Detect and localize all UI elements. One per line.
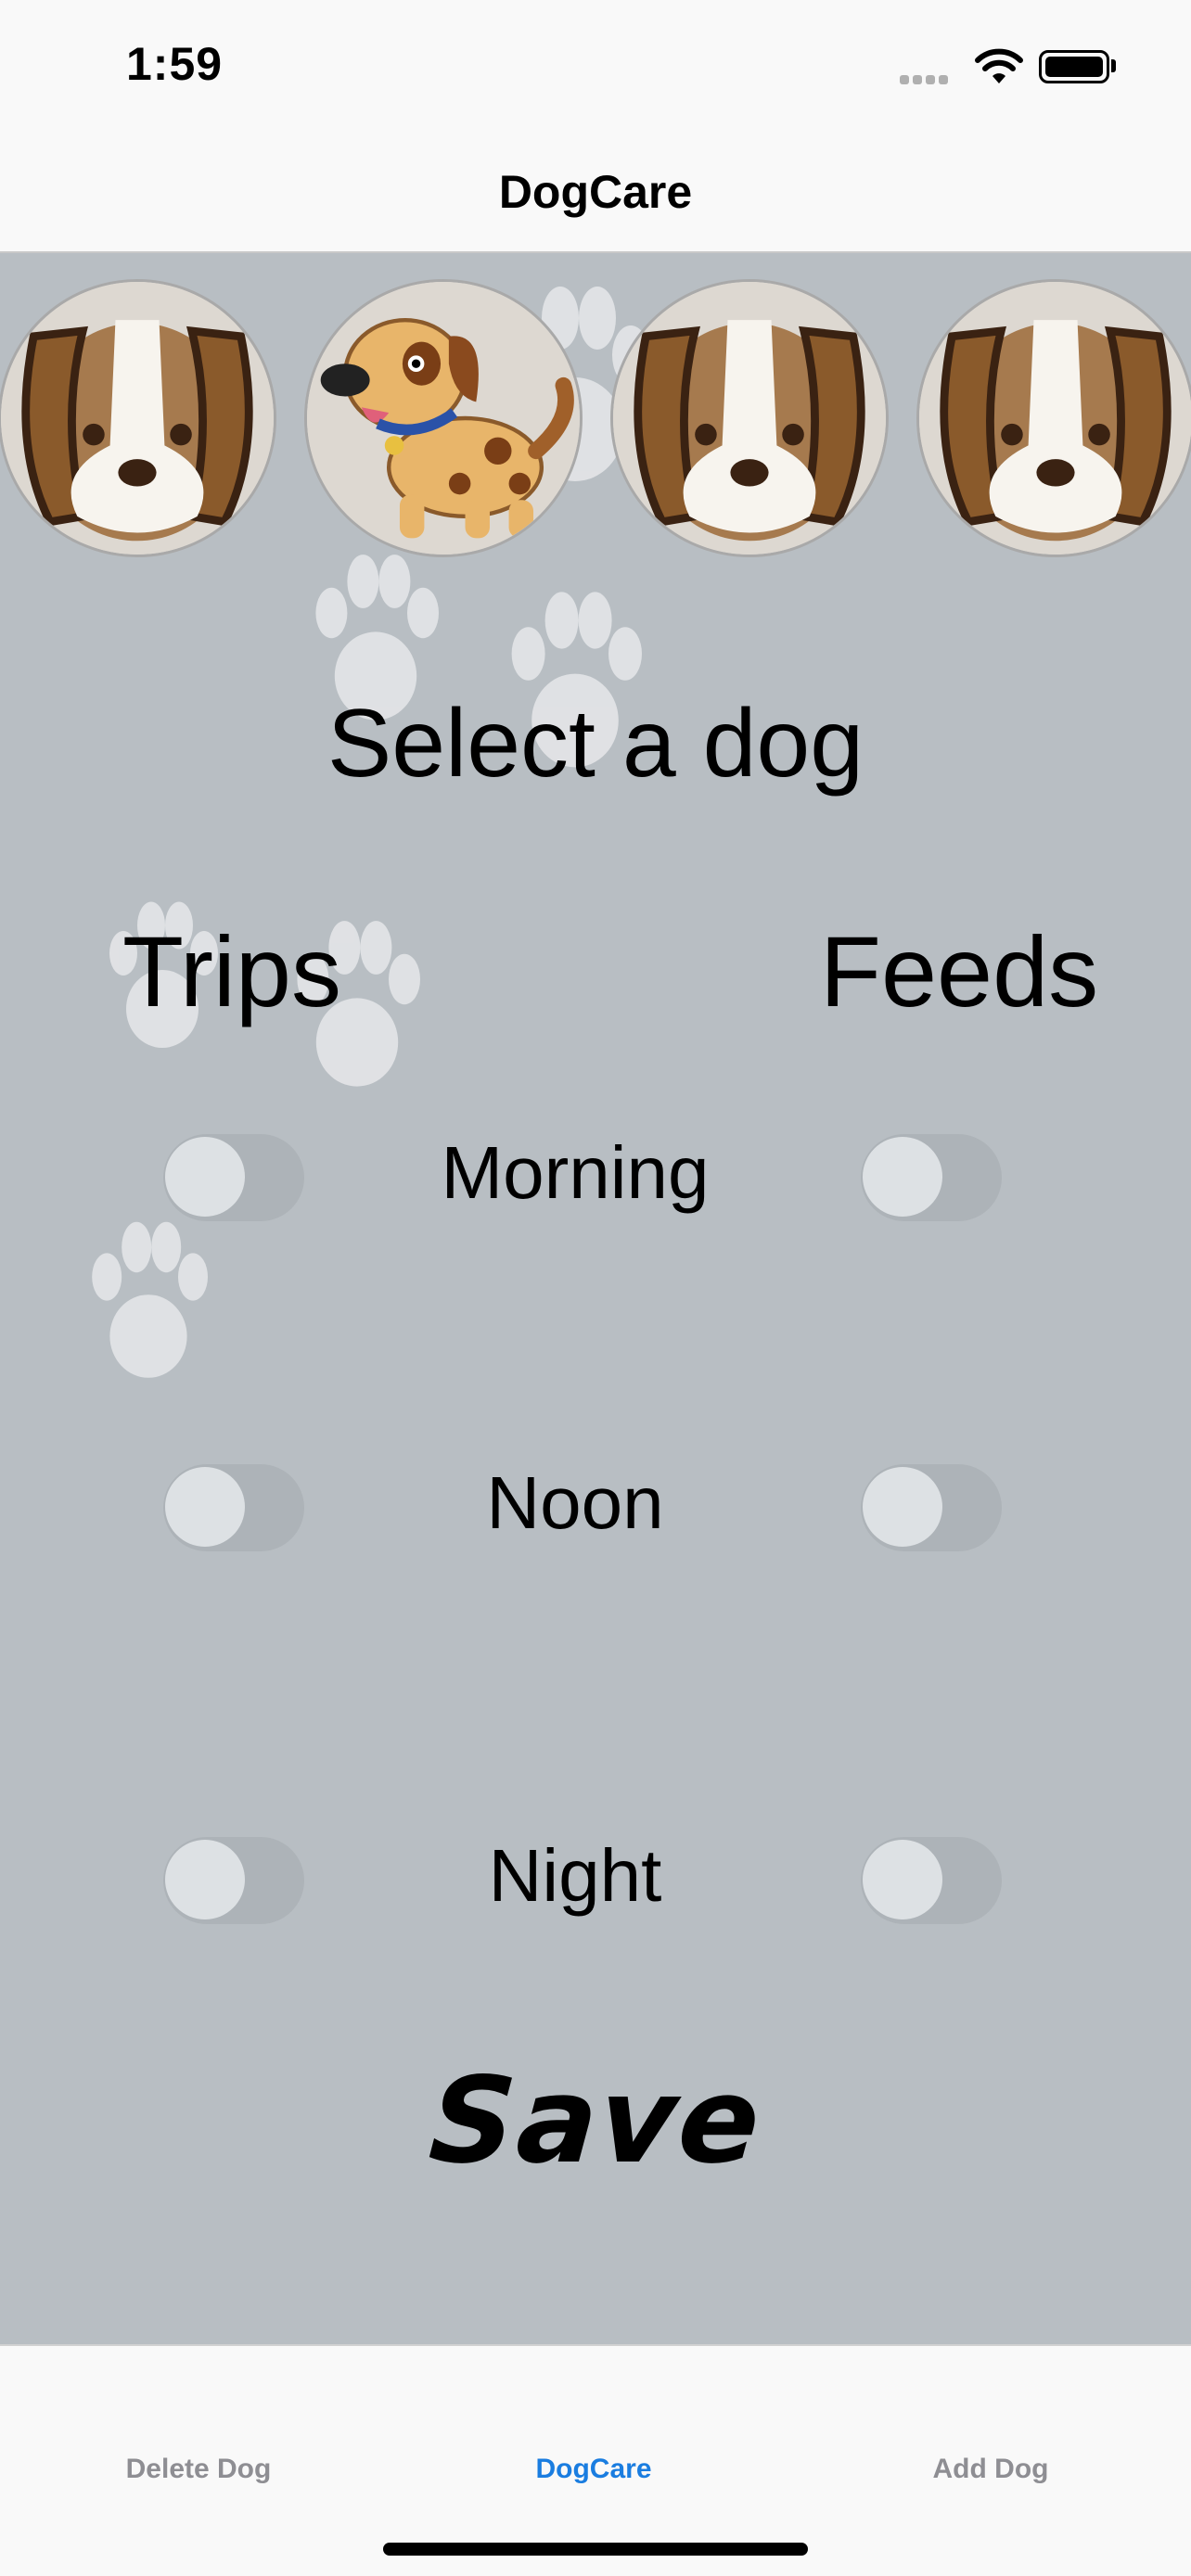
tab-delete-dog[interactable]: Delete Dog	[125, 2454, 272, 2484]
dog-selector	[0, 279, 1191, 557]
toggle-knob	[863, 1467, 942, 1547]
noon-feed-toggle[interactable]	[861, 1464, 1002, 1551]
home-indicator[interactable]	[383, 2543, 808, 2556]
toggle-knob	[165, 1467, 245, 1547]
time-label-morning: Morning	[441, 1131, 710, 1214]
toggle-knob	[863, 1840, 942, 1919]
noon-trip-toggle[interactable]	[163, 1464, 304, 1551]
select-dog-prompt: Select a dog	[327, 690, 864, 797]
status-bar: 1:59	[0, 0, 1191, 130]
beagle-face-icon	[919, 282, 1191, 555]
morning-feed-toggle[interactable]	[861, 1134, 1002, 1221]
status-time: 1:59	[126, 38, 224, 90]
feeds-header: Feeds	[820, 915, 1099, 1027]
beagle-face-icon	[1, 282, 274, 555]
night-feed-toggle[interactable]	[861, 1837, 1002, 1924]
dog-avatar-3[interactable]	[610, 279, 889, 557]
dog-avatar-2[interactable]	[304, 279, 583, 557]
paw-print-icon	[92, 1221, 208, 1378]
paw-print-icon	[109, 901, 218, 1048]
dog-avatar-1[interactable]	[0, 279, 276, 557]
spotted-puppy-icon	[307, 282, 580, 555]
battery-tip	[1111, 59, 1116, 72]
dog-avatar-4[interactable]	[916, 279, 1191, 557]
main-content: Select a dog Trips Feeds Morning Noon Ni…	[0, 253, 1191, 2344]
tab-add-dog[interactable]: Add Dog	[932, 2454, 1049, 2484]
cellular-signal-icon	[900, 72, 952, 89]
page-title: DogCare	[498, 166, 693, 218]
navigation-bar: DogCare	[0, 130, 1191, 253]
save-button[interactable]: Save	[425, 2052, 766, 2190]
toggle-knob	[165, 1137, 245, 1217]
night-trip-toggle[interactable]	[163, 1837, 304, 1924]
beagle-face-icon	[613, 282, 886, 555]
paw-print-icon	[511, 592, 642, 768]
paw-print-icon	[297, 921, 420, 1087]
toggle-knob	[165, 1840, 245, 1919]
morning-trip-toggle[interactable]	[163, 1134, 304, 1221]
time-label-night: Night	[488, 1834, 662, 1917]
time-label-noon: Noon	[486, 1461, 664, 1544]
paw-print-icon	[315, 555, 439, 721]
tab-bar: Delete Dog DogCare Add Dog	[0, 2344, 1191, 2576]
tab-dogcare[interactable]: DogCare	[535, 2454, 652, 2484]
trips-header: Trips	[122, 915, 341, 1027]
wifi-icon	[975, 48, 1023, 83]
battery-icon	[1039, 50, 1109, 83]
toggle-knob	[863, 1137, 942, 1217]
